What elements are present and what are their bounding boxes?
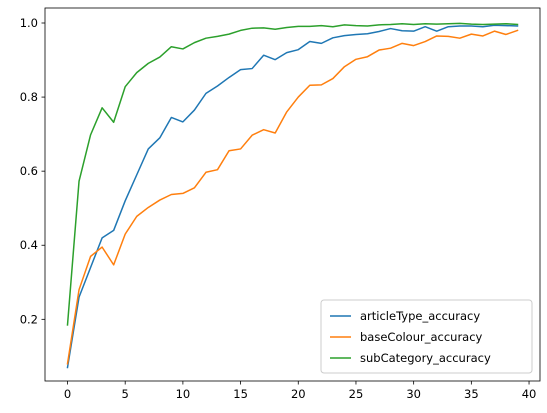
x-tick-label: 25 [349, 387, 364, 401]
series-line-subCategory_accuracy [66, 22, 519, 326]
y-tick-label: 0.4 [20, 238, 38, 252]
x-tick-label: 10 [176, 387, 191, 401]
x-tick-label: 5 [122, 387, 129, 401]
y-axis: 0.2 0.4 0.6 0.8 1.0 [20, 16, 45, 326]
legend-label: subCategory_accuracy [360, 351, 491, 365]
legend-label: baseColour_accuracy [360, 330, 483, 344]
series-line-baseColour_accuracy [66, 29, 519, 365]
x-axis: 0 5 10 15 20 25 30 35 40 [64, 381, 537, 401]
x-tick-label: 30 [406, 387, 421, 401]
legend-label: articleType_accuracy [360, 309, 480, 323]
series-line-articleType_accuracy [66, 24, 519, 369]
legend-box [320, 299, 533, 374]
x-tick-label: 35 [464, 387, 479, 401]
plot-area-frame [44, 7, 541, 382]
series-layer [66, 22, 519, 369]
x-tick-label: 40 [522, 387, 537, 401]
x-tick-label: 15 [233, 387, 248, 401]
x-tick-label: 20 [291, 387, 306, 401]
x-tick-label: 0 [64, 387, 71, 401]
y-tick-label: 0.8 [20, 90, 38, 104]
legend: articleType_accuracy baseColour_accuracys… [320, 299, 533, 374]
y-tick-label: 0.2 [20, 312, 38, 326]
y-tick-label: 1.0 [20, 16, 38, 30]
y-tick-label: 0.6 [20, 164, 38, 178]
